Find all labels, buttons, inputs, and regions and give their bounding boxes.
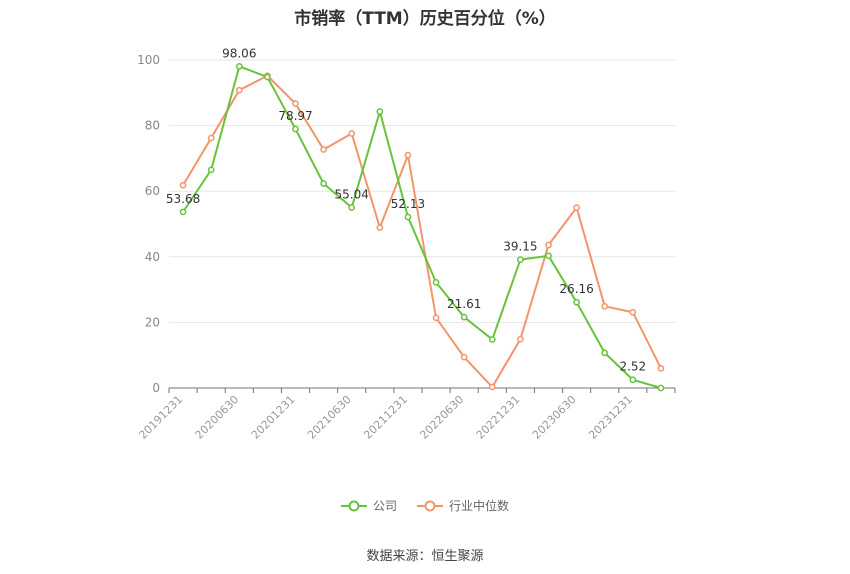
data-point-company — [320, 180, 327, 188]
x-tick-label-20211231: 20211231 — [361, 393, 410, 442]
data-point-industry-median — [404, 151, 412, 159]
data-point-company — [179, 208, 187, 216]
data-point-industry-median — [488, 383, 496, 391]
data-source: 数据来源：恒生聚源 — [366, 549, 484, 564]
data-point-company — [432, 279, 440, 286]
data-point-company — [292, 125, 299, 133]
y-tick-label-100: 100 — [137, 53, 160, 67]
data-point-industry-median — [207, 134, 215, 142]
data-point-company — [264, 73, 271, 81]
data-label: 53.68 — [166, 192, 200, 206]
data-point-company — [404, 213, 412, 221]
data-label: 78.97 — [278, 109, 312, 123]
data-point-industry-median — [376, 224, 384, 231]
data-label: 26.16 — [559, 282, 593, 296]
data-point-industry-median — [545, 241, 552, 249]
data-point-industry-median — [432, 314, 440, 322]
data-point-industry-median — [179, 181, 187, 189]
series-line-industry-median — [182, 74, 662, 389]
data-point-industry-median — [320, 146, 327, 153]
data-point-industry-median — [292, 100, 299, 107]
y-tick-label-0: 0 — [152, 381, 160, 395]
y-tick-label-80: 80 — [145, 119, 160, 133]
y-tick-label-60: 60 — [145, 184, 160, 198]
x-tick-label-20230630: 20230630 — [530, 393, 579, 442]
data-point-industry-median — [601, 302, 609, 310]
data-point-industry-median — [573, 204, 580, 211]
legend-marker-industry-median — [417, 500, 443, 511]
x-tick-label-20220630: 20220630 — [417, 393, 466, 442]
data-point-company — [348, 204, 356, 211]
x-tick-label-20231231: 20231231 — [586, 393, 635, 442]
data-point-company — [460, 313, 468, 321]
legend-label-industry-median: 行业中位数 — [449, 499, 510, 513]
y-tick-label-40: 40 — [145, 250, 160, 264]
series-line-company — [182, 65, 662, 389]
data-label: 2.52 — [619, 360, 646, 374]
x-tick-label-20221231: 20221231 — [474, 393, 523, 442]
data-point-company — [629, 376, 637, 384]
data-point-industry-median — [657, 364, 665, 372]
legend-label-company: 公司 — [372, 499, 397, 513]
data-point-industry-median — [517, 335, 524, 343]
data-label: 52.13 — [391, 197, 425, 211]
data-point-company — [235, 63, 243, 70]
chart-legend: 公司 行业中位数 — [0, 497, 850, 514]
legend-item-industry-median[interactable]: 行业中位数 — [417, 497, 509, 514]
y-tick-label-20: 20 — [145, 315, 160, 329]
data-point-company — [376, 108, 384, 115]
x-tick-label-20201231: 20201231 — [249, 393, 298, 442]
data-point-industry-median — [235, 86, 243, 94]
x-tick-label-20210630: 20210630 — [305, 393, 354, 442]
legend-item-company[interactable]: 公司 — [340, 497, 397, 514]
x-tick-label-20200630: 20200630 — [193, 393, 242, 442]
data-point-industry-median — [348, 130, 356, 137]
data-label: 39.15 — [503, 240, 537, 254]
x-tick-label-20191231: 20191231 — [136, 393, 185, 442]
legend-marker-company — [340, 500, 367, 511]
data-point-company — [573, 298, 580, 306]
data-point-company — [657, 384, 665, 392]
data-label: 98.06 — [222, 46, 256, 60]
data-point-industry-median — [460, 353, 468, 361]
chart-title: 市销率（TTM）历史百分位（%） — [294, 9, 556, 29]
data-label: 21.61 — [447, 297, 481, 311]
data-point-company — [601, 349, 609, 357]
data-point-company — [517, 256, 524, 263]
data-point-industry-median — [629, 308, 637, 316]
data-point-company — [207, 166, 215, 174]
data-point-company — [545, 252, 552, 260]
data-point-company — [488, 336, 496, 343]
data-label: 55.04 — [335, 187, 369, 201]
